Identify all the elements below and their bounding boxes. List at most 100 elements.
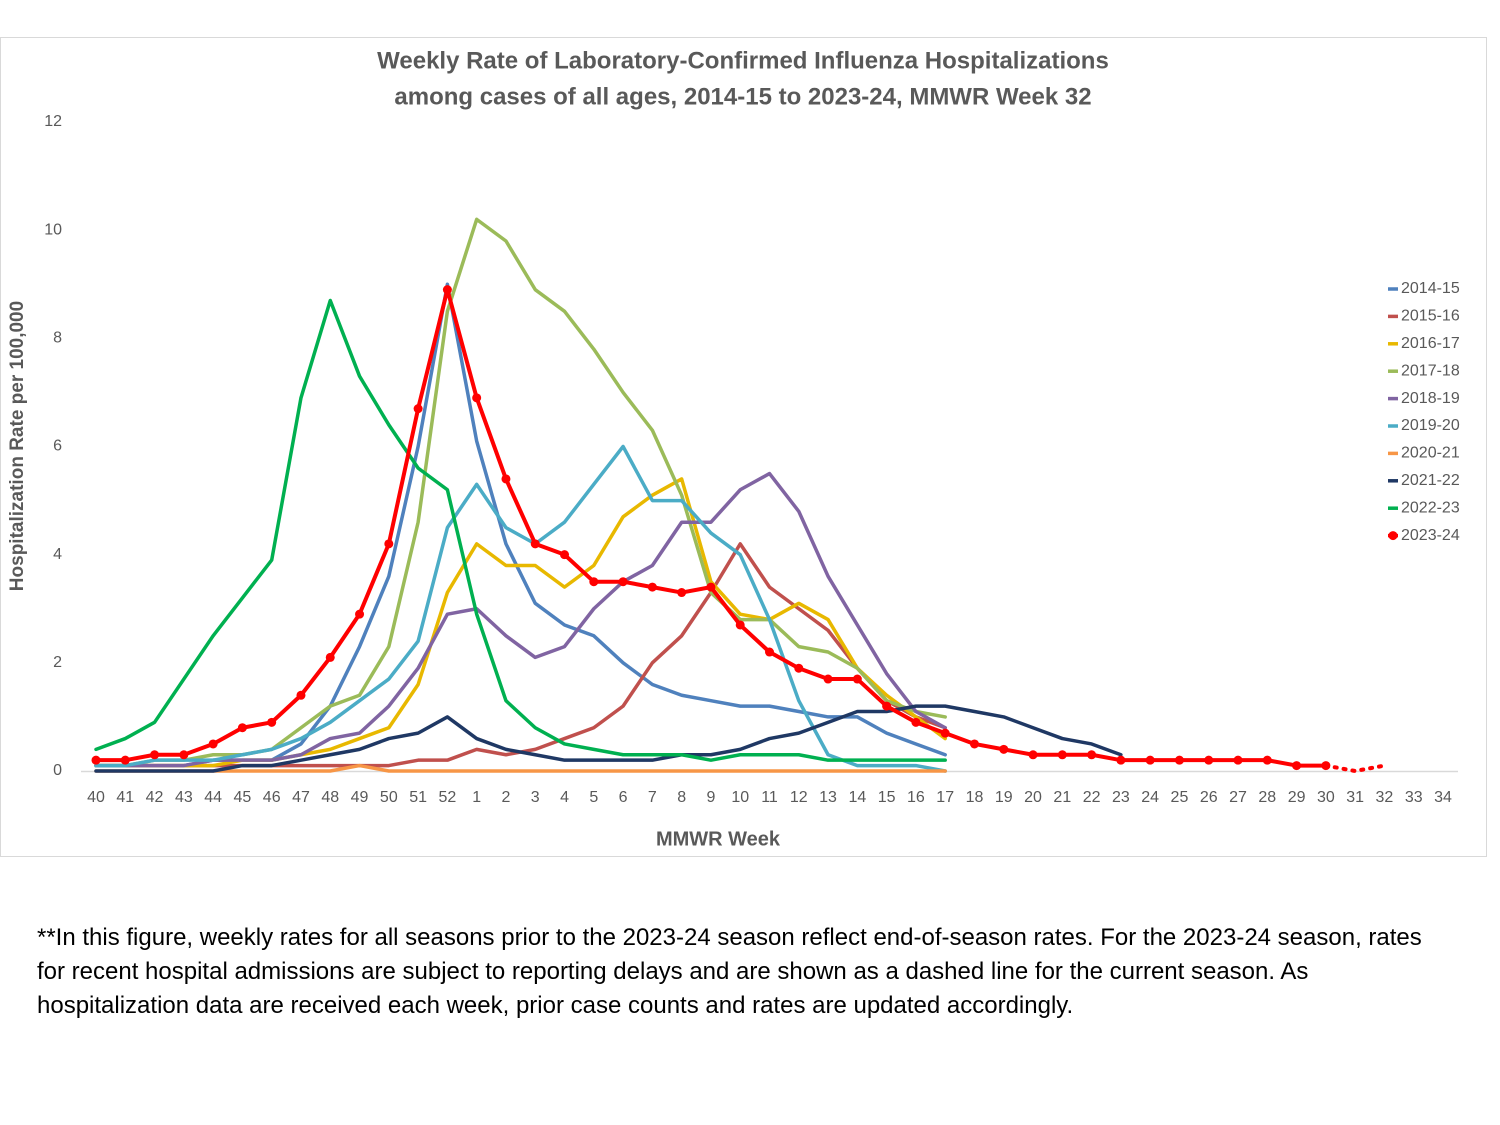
series-marker xyxy=(1057,750,1067,760)
series-marker xyxy=(618,577,628,587)
legend-label: 2014-15 xyxy=(1401,280,1460,297)
chart: Weekly Rate of Laboratory-Confirmed Infl… xyxy=(0,37,1487,857)
series-marker xyxy=(355,609,365,619)
series-marker xyxy=(237,723,247,733)
series-line xyxy=(94,471,947,768)
legend-label: 2016-17 xyxy=(1401,335,1460,352)
series-marker xyxy=(940,728,950,738)
y-tick-label: 0 xyxy=(53,762,62,779)
x-tick-label: 5 xyxy=(589,789,598,806)
series-marker xyxy=(852,674,862,684)
series-marker xyxy=(647,582,657,592)
legend-label: 2023-24 xyxy=(1401,527,1460,544)
x-tick-label: 34 xyxy=(1434,789,1452,806)
x-tick-label: 49 xyxy=(351,789,369,806)
chart-title: Weekly Rate of Laboratory-Confirmed Infl… xyxy=(377,47,1109,74)
x-tick-label: 27 xyxy=(1229,789,1247,806)
x-tick-label: 42 xyxy=(146,789,164,806)
x-tick-label: 40 xyxy=(87,789,105,806)
legend-label: 2021-22 xyxy=(1401,472,1460,489)
series-line-dashed xyxy=(1323,763,1387,773)
legend-marker xyxy=(1388,531,1398,541)
series-marker xyxy=(1321,761,1331,771)
x-tick-label: 23 xyxy=(1112,789,1130,806)
series-line xyxy=(94,763,947,773)
x-tick-label: 20 xyxy=(1024,789,1042,806)
x-tick-label: 10 xyxy=(731,789,749,806)
x-tick-label: 45 xyxy=(234,789,252,806)
x-tick-label: 9 xyxy=(706,789,715,806)
series-marker xyxy=(472,393,482,403)
x-tick-label: 32 xyxy=(1376,789,1394,806)
series-marker xyxy=(208,739,218,749)
x-tick-label: 26 xyxy=(1200,789,1218,806)
x-tick-label: 12 xyxy=(790,789,808,806)
series-marker xyxy=(442,285,452,295)
x-tick-label: 51 xyxy=(409,789,427,806)
series-line xyxy=(94,298,947,762)
series-marker xyxy=(384,539,394,549)
x-tick-label: 50 xyxy=(380,789,398,806)
series-line xyxy=(94,704,1123,773)
series-marker xyxy=(882,701,892,711)
series-marker xyxy=(325,652,335,662)
legend-label: 2018-19 xyxy=(1401,390,1460,407)
x-tick-label: 41 xyxy=(116,789,134,806)
x-tick-label: 13 xyxy=(819,789,837,806)
series-marker xyxy=(1116,755,1126,765)
y-tick-label: 12 xyxy=(44,113,62,130)
x-tick-label: 46 xyxy=(263,789,281,806)
x-tick-label: 21 xyxy=(1053,789,1071,806)
series-marker xyxy=(267,717,277,727)
legend-label: 2017-18 xyxy=(1401,362,1460,379)
x-tick-label: 16 xyxy=(907,789,925,806)
x-tick-label: 11 xyxy=(761,789,778,806)
x-tick-label: 19 xyxy=(995,789,1013,806)
series-marker xyxy=(1028,750,1038,760)
x-tick-label: 7 xyxy=(648,789,657,806)
chart-frame xyxy=(0,37,1487,857)
legend-label: 2019-20 xyxy=(1401,417,1460,434)
x-tick-label: 44 xyxy=(204,789,222,806)
series-marker xyxy=(1145,755,1155,765)
series-marker xyxy=(735,620,745,630)
series-marker xyxy=(501,474,511,484)
series-marker xyxy=(765,647,774,657)
y-tick-label: 6 xyxy=(53,438,62,455)
series-marker xyxy=(91,755,101,765)
x-tick-label: 30 xyxy=(1317,789,1335,806)
x-tick-label: 29 xyxy=(1288,789,1306,806)
x-tick-label: 48 xyxy=(321,789,339,806)
chart-title: among cases of all ages, 2014-15 to 2023… xyxy=(394,83,1091,110)
series-marker xyxy=(1087,750,1097,760)
x-axis-title: MMWR Week xyxy=(656,828,781,850)
series-marker xyxy=(911,717,921,727)
x-tick-label: 17 xyxy=(936,789,954,806)
series-marker xyxy=(706,582,716,592)
x-tick-label: 15 xyxy=(878,789,896,806)
series-marker xyxy=(150,750,160,760)
series-marker xyxy=(1262,755,1272,765)
x-tick-label: 2 xyxy=(502,789,511,806)
series-marker xyxy=(1292,761,1302,771)
x-tick-label: 4 xyxy=(560,789,569,806)
series-marker xyxy=(530,539,540,549)
series-marker xyxy=(823,674,833,684)
series-marker xyxy=(413,404,423,414)
legend-label: 2020-21 xyxy=(1401,445,1460,462)
x-tick-label: 14 xyxy=(848,789,866,806)
x-tick-label: 28 xyxy=(1258,789,1276,806)
x-tick-label: 22 xyxy=(1083,789,1101,806)
x-tick-label: 18 xyxy=(966,789,984,806)
y-tick-label: 2 xyxy=(53,654,62,671)
x-tick-label: 25 xyxy=(1171,789,1189,806)
series-marker xyxy=(589,577,599,587)
series-marker xyxy=(296,690,306,700)
y-axis-title: Hospitalization Rate per 100,000 xyxy=(7,301,28,591)
x-tick-label: 1 xyxy=(472,789,481,806)
y-tick-label: 4 xyxy=(53,546,62,563)
x-tick-label: 24 xyxy=(1141,789,1159,806)
legend-label: 2022-23 xyxy=(1401,499,1460,516)
x-tick-label: 8 xyxy=(677,789,686,806)
series-marker xyxy=(999,744,1009,754)
